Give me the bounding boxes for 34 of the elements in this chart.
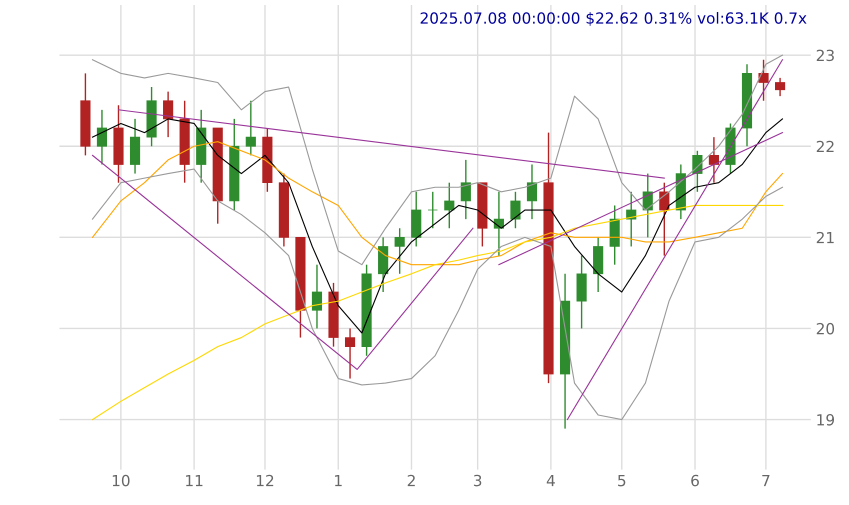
x-tick-label: 2	[408, 474, 415, 486]
y-tick-label: 23	[816, 50, 834, 62]
candlestick	[510, 191, 521, 229]
candlestick	[428, 191, 438, 229]
x-tick-label: 7	[762, 474, 770, 486]
candlestick	[526, 164, 538, 220]
chart-title: 2025.07.08 00:00:00 $22.62 0.31% vol:63.1K 0.7x	[420, 12, 807, 26]
candlestick	[659, 182, 670, 256]
candlestick	[312, 264, 322, 330]
y-tick-label: 20	[816, 322, 834, 334]
x-tick-label: 10	[112, 474, 130, 486]
line-series	[92, 54, 783, 266]
y-tick-label: 19	[817, 414, 834, 426]
candlestick	[246, 100, 256, 156]
x-tick-label: 5	[618, 474, 626, 486]
candlestick	[708, 136, 719, 184]
x-tick-label: 11	[186, 474, 202, 486]
x-tick-label: 1	[335, 474, 342, 486]
x-tick-label: 6	[691, 474, 699, 486]
x-tick-label: 4	[546, 474, 555, 486]
candlestick	[758, 59, 769, 102]
candlestick	[394, 228, 405, 274]
x-tick-label: 3	[474, 474, 482, 486]
candlestick	[344, 328, 356, 380]
candlestick	[626, 191, 636, 248]
x-tick-label: 12	[256, 474, 274, 486]
candlestick	[460, 159, 471, 220]
line-series	[92, 141, 783, 266]
candlestick	[775, 77, 786, 97]
candlestick	[163, 90, 174, 138]
y-tick-label: 22	[816, 140, 834, 152]
candlestick	[444, 182, 454, 229]
y-tick-label: 21	[816, 232, 834, 244]
candlestick	[96, 109, 108, 166]
